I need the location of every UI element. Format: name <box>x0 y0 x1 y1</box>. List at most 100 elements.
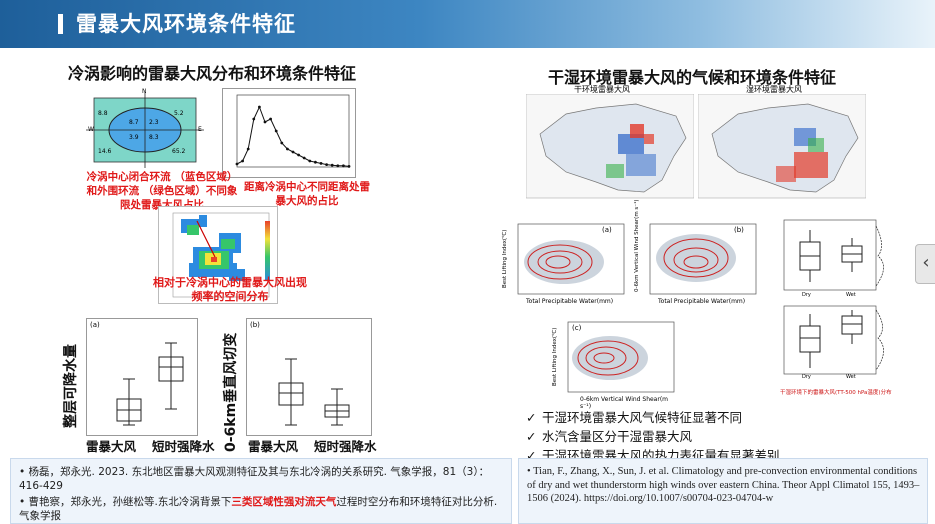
right-section-title: 干湿环境雷暴大风的气候和环境条件特征 <box>548 68 837 87</box>
distance-series-line <box>236 105 350 167</box>
scatter-b-xlabel: Total Precipitable Water(mm) <box>658 298 746 305</box>
distance-point <box>274 129 278 133</box>
slide-title: 雷暴大风环境条件特征 <box>76 12 296 36</box>
scatter-c-ylabel: Best Lifting Index(℃) <box>552 327 558 386</box>
top-box-wet: Wet <box>846 292 856 298</box>
ellipse-value: 5.2 <box>174 110 184 117</box>
distance-point <box>291 150 295 154</box>
box1-panel-label: (a) <box>90 321 100 329</box>
distance-point <box>280 141 284 145</box>
compass-e: E <box>198 126 202 133</box>
box2-ylabel: 0-6km垂直风切变 <box>223 332 239 452</box>
bottom-box-wet: Wet <box>846 374 856 380</box>
ellipse-value: 3.9 <box>129 134 139 141</box>
ref1-text: 杨磊，郑永光. 2023. 东北地区雷暴大风观测特征及其与东北冷涡的关系研究. … <box>19 466 490 492</box>
map-wet: 湿环境雷暴大风 <box>698 84 866 200</box>
left-reference-box: • 杨磊，郑永光. 2023. 东北地区雷暴大风观测特征及其与东北冷涡的关系研究… <box>10 458 512 524</box>
check-icon: ✓ <box>526 448 537 463</box>
scatter-b: (b) Total Precipitable Water(mm) 0-6km V… <box>630 199 762 310</box>
box2-ylabel-wrap: 0-6km垂直风切变 <box>218 316 239 456</box>
distance-point <box>258 105 261 109</box>
scatter-c-xlabel: 0-6km Vertical Wind Shear(m s⁻¹) <box>580 396 669 410</box>
left-section-title: 冷涡影响的雷暴大风分布和环境条件特征 <box>68 64 357 83</box>
bullet-item: ✓ 干湿环境雷暴大风气候特征显著不同 <box>526 408 826 427</box>
scatter-c-panel: (c) <box>572 324 582 332</box>
ellipse-value: 8.3 <box>149 134 159 141</box>
box2-panel-label: (b) <box>250 321 260 329</box>
ellipse-value: 65.2 <box>172 148 186 155</box>
ellipse-value: 8.7 <box>129 119 139 126</box>
check-icon: ✓ <box>526 429 537 444</box>
distance-point <box>336 164 340 168</box>
box1-ylabel-wrap: 整层可降水量 <box>58 316 79 436</box>
scatter-a-xlabel: Total Precipitable Water(mm) <box>526 298 614 305</box>
scatter-a-ylabel: Best Lifting Index(℃) <box>502 229 508 288</box>
left-boxplot-b: (b) <box>246 318 372 436</box>
distance-point <box>252 117 256 121</box>
check-icon: ✓ <box>526 410 537 425</box>
distance-point <box>241 159 244 163</box>
right-red-note: 干湿环境下的雷暴大风(TT-500 hPa温度)分布 <box>780 390 892 396</box>
title-bar <box>0 0 935 48</box>
ellipse-value: 14.6 <box>98 148 112 155</box>
scatter-b-panel: (b) <box>734 226 744 234</box>
distance-point <box>286 147 289 151</box>
bullet-list: ✓ 干湿环境雷暴大风气候特征显著不同 ✓ 水汽含量区分干湿雷暴大风 ✓ 干湿环境雷暴大… <box>526 408 826 465</box>
top-box-dry: Dry <box>802 292 811 298</box>
distance-point <box>302 156 306 160</box>
scatter-a-panel: (a) <box>602 226 612 234</box>
distance-point <box>297 153 300 157</box>
compass-n: N <box>142 88 147 95</box>
side-nav-button[interactable]: ‹ <box>915 244 935 284</box>
map-dry: 干环境雷暴大风 <box>526 84 694 200</box>
caption-heatmap: 相对于冷涡中心的雷暴大风出现频率的空间分布 <box>153 276 307 303</box>
distance-point <box>319 162 323 165</box>
box2-cat1: 雷暴大风 <box>248 439 299 454</box>
distance-point <box>347 165 351 168</box>
distance-point <box>325 163 328 166</box>
left-ref-2: • 曹艳察，郑永光，孙继松等.东北冷涡背景下三类区域性强对流天气过程时空分布和环… <box>19 496 498 522</box>
right-reference-box: • Tian, F., Zhang, X., Sun, J. et al. Cl… <box>518 458 928 524</box>
scatter-b-ylabel: 0-6km Vertical Wind Shear(m s⁻¹) <box>634 199 640 292</box>
bottom-box-dry: Dry <box>802 374 811 380</box>
box2-cat2: 短时强降水 <box>314 439 377 454</box>
title-accent <box>58 14 63 34</box>
right-ref-text: Tian, F., Zhang, X., Sun, J. et al. Clim… <box>527 466 920 504</box>
ref2-pre: 曹艳察，郑永光，孙继松等.东北冷涡背景下 <box>28 496 232 508</box>
ref2-post: 过程时空分布和环境特征对比分析. 气象学报 <box>19 496 498 522</box>
bullet-text: 干湿环境雷暴大风气候特征显著不同 <box>542 410 743 425</box>
caption-ellipse: 冷涡中心闭合环流 （蓝色区域） 和外围环流 （绿色区域）不同象限处雷暴大风占比 <box>86 171 238 211</box>
box1-ylabel: 整层可降水量 <box>63 344 79 428</box>
left-boxplot-a: (a) <box>86 318 198 436</box>
chevron-left-icon: ‹ <box>922 252 930 273</box>
dry-wet-boxplot-top: Dry Wet <box>772 216 898 300</box>
distance-point <box>263 120 267 124</box>
line-chart-frame <box>236 94 350 168</box>
distance-point <box>308 159 312 163</box>
distance-line-chart <box>222 88 356 178</box>
distance-point <box>235 162 239 166</box>
map-dry-label: 干环境雷暴大风 <box>574 85 630 94</box>
compass-w: W <box>88 126 94 133</box>
distance-point <box>269 117 272 121</box>
scatter-a: (a) Total Precipitable Water(mm) Best Li… <box>498 218 630 310</box>
scatter-c: (c) 0-6km Vertical Wind Shear(m s⁻¹) Bes… <box>548 316 680 410</box>
ref2-highlight: 三类区域性强对流天气 <box>231 496 337 508</box>
left-ref-1: • 杨磊，郑永光. 2023. 东北地区雷暴大风观测特征及其与东北冷涡的关系研究… <box>19 466 490 492</box>
ellipse-value: 2.3 <box>149 119 159 126</box>
box1-cat1: 雷暴大风 <box>86 439 137 454</box>
frequency-heatmap <box>158 206 278 304</box>
distance-line-svg <box>235 94 351 168</box>
bullet-item: ✓ 水汽含量区分干湿雷暴大风 <box>526 427 826 446</box>
ellipse-value: 8.8 <box>98 110 108 117</box>
ellipse-quadrant-figure: N W E 8.8 5.2 8.7 2.3 3.9 8.3 14.6 65.2 <box>86 88 204 168</box>
distance-point <box>314 160 317 164</box>
map-wet-label: 湿环境雷暴大风 <box>746 85 802 94</box>
distance-point <box>330 163 334 167</box>
caption-distance: 距离冷涡中心不同距离处雷暴大风的占比 <box>244 181 370 207</box>
box1-cat2: 短时强降水 <box>152 439 215 454</box>
distance-point <box>246 147 250 151</box>
bullet-text: 水汽含量区分干湿雷暴大风 <box>542 429 693 444</box>
right-ref: • Tian, F., Zhang, X., Sun, J. et al. Cl… <box>527 466 920 504</box>
distance-point <box>342 164 345 168</box>
